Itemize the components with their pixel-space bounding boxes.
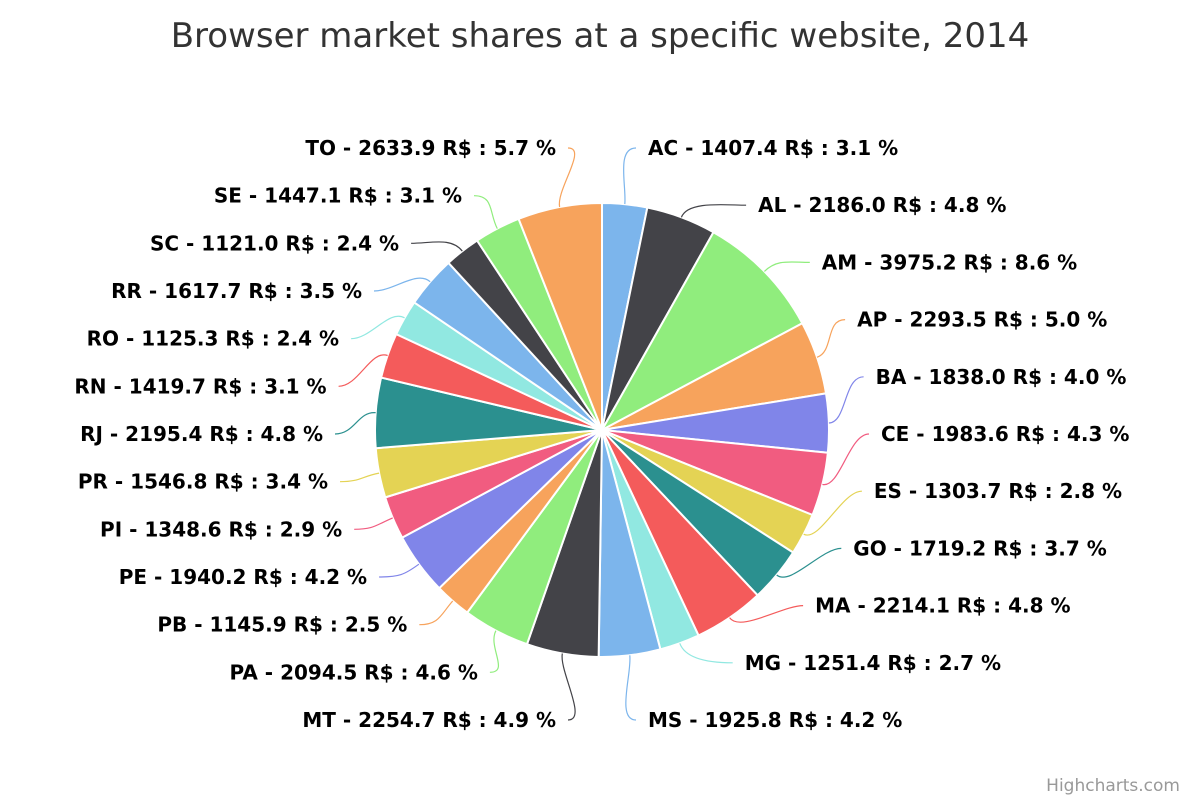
- credits-link[interactable]: Highcharts.com: [1046, 776, 1180, 796]
- data-label-to: TO - 2633.9 R$ : 5.7 %: [305, 136, 556, 160]
- data-label-go: GO - 1719.2 R$ : 3.7 %: [853, 536, 1106, 560]
- connector-ce: [822, 433, 870, 486]
- data-label-ac: AC - 1407.4 R$ : 3.1 %: [648, 136, 898, 160]
- connector-se: [473, 195, 498, 229]
- data-label-rr: RR - 1617.7 R$ : 3.5 %: [111, 279, 362, 303]
- connector-go: [776, 547, 842, 578]
- data-label-al: AL - 2186.0 R$ : 4.8 %: [758, 193, 1006, 217]
- data-label-se: SE - 1447.1 R$ : 3.1 %: [214, 184, 462, 208]
- connector-al: [680, 204, 747, 218]
- connector-ap: [816, 319, 846, 358]
- data-label-ma: MA - 2214.1 R$ : 4.8 %: [815, 594, 1070, 618]
- connector-rr: [373, 277, 431, 292]
- connector-pb: [419, 600, 454, 626]
- data-label-ms: MS - 1925.8 R$ : 4.2 %: [648, 708, 902, 732]
- connector-ms: [625, 655, 637, 721]
- connector-ba: [828, 376, 864, 424]
- data-label-pb: PB - 1145.9 R$ : 2.5 %: [157, 613, 407, 637]
- pie-slice-am[interactable]: [601, 231, 804, 431]
- data-label-ce: CE - 1983.6 R$ : 4.3 %: [881, 422, 1129, 446]
- chart-title: Browser market shares at a specific webs…: [171, 16, 1030, 56]
- connector-rj: [334, 412, 376, 435]
- connector-es: [803, 490, 862, 536]
- data-label-mt: MT - 2254.7 R$ : 4.9 %: [302, 708, 556, 732]
- pie-slices: [374, 202, 830, 658]
- connector-sc: [411, 241, 463, 252]
- data-label-pi: PI - 1348.6 R$ : 2.9 %: [100, 517, 342, 541]
- data-label-sc: SC - 1121.0 R$ : 2.4 %: [150, 231, 399, 255]
- label-connectors: [334, 147, 870, 721]
- connector-ac: [623, 147, 637, 205]
- connector-ro: [351, 315, 405, 340]
- data-label-mg: MG - 1251.4 R$ : 2.7 %: [745, 651, 1001, 675]
- data-label-am: AM - 3975.2 R$ : 8.6 %: [822, 250, 1077, 274]
- connector-pr: [339, 472, 380, 483]
- data-label-ap: AP - 2293.5 R$ : 5.0 %: [857, 308, 1107, 332]
- connector-rn: [338, 354, 388, 387]
- connector-to: [558, 147, 576, 208]
- connector-pa: [489, 630, 500, 673]
- data-label-rj: RJ - 2195.4 R$ : 4.8 %: [80, 422, 323, 446]
- pie-slice-to[interactable]: [517, 202, 603, 431]
- connector-mt: [561, 653, 576, 721]
- data-label-rn: RN - 1419.7 R$ : 3.1 %: [74, 374, 326, 398]
- connector-pi: [354, 517, 393, 530]
- data-label-es: ES - 1303.7 R$ : 2.8 %: [874, 479, 1122, 503]
- connector-ma: [729, 605, 804, 623]
- data-label-ro: RO - 1125.3 R$ : 2.4 %: [87, 327, 339, 351]
- data-labels: AC - 1407.4 R$ : 3.1 % AL - 2186.0 R$ : 4…: [74, 136, 1129, 732]
- connector-am: [763, 261, 810, 272]
- connector-pe: [379, 563, 420, 578]
- data-label-ba: BA - 1838.0 R$ : 4.0 %: [876, 365, 1127, 389]
- data-label-pr: PR - 1546.8 R$ : 3.4 %: [78, 470, 328, 494]
- data-label-pa: PA - 2094.5 R$ : 4.6 %: [230, 660, 478, 684]
- connector-mg: [679, 643, 733, 664]
- data-label-pe: PE - 1940.2 R$ : 4.2 %: [119, 565, 367, 589]
